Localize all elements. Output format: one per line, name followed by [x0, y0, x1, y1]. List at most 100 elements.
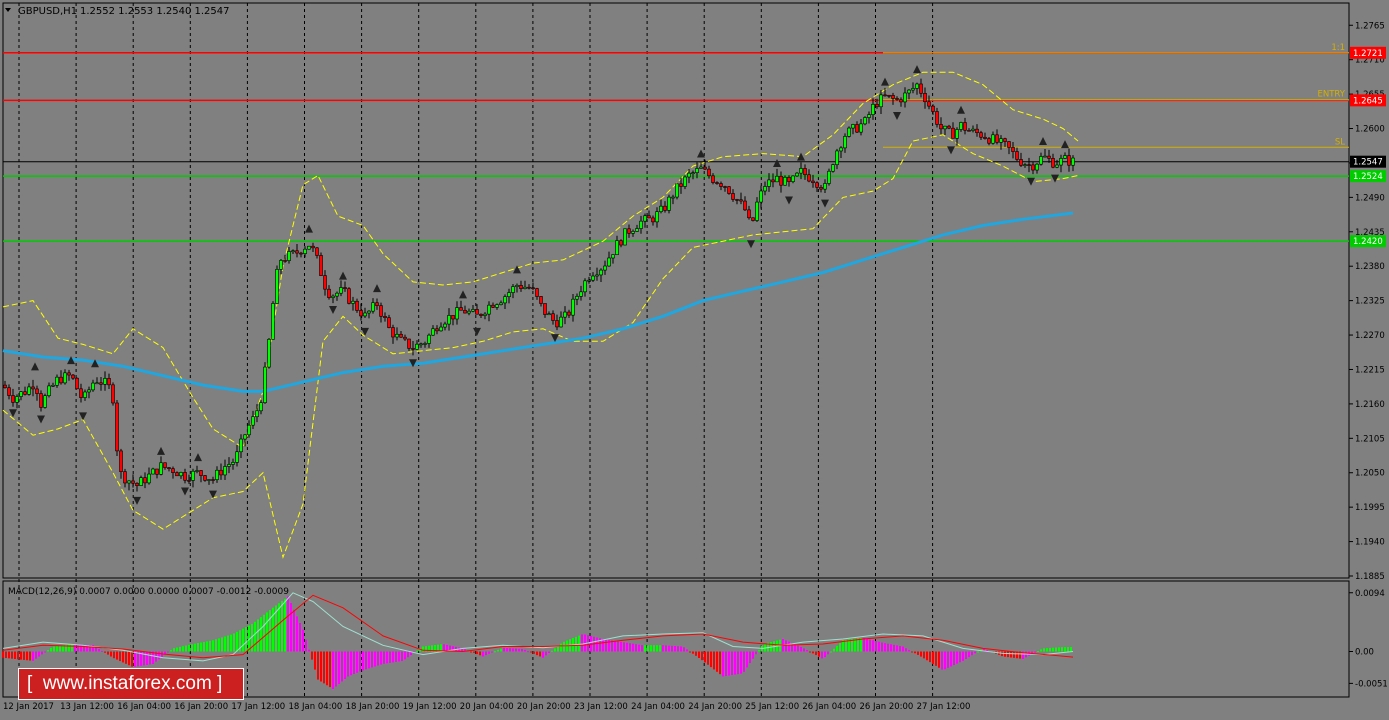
macd-histogram-bar	[716, 651, 718, 672]
bear-candle	[967, 129, 971, 132]
watermark-logo[interactable]: [ www.instaforex.com ]	[18, 668, 244, 700]
bull-candle	[783, 177, 787, 186]
bear-candle	[327, 288, 331, 298]
macd-histogram-bar	[254, 621, 256, 652]
macd-histogram-bar	[959, 651, 961, 663]
macd-histogram-bar	[299, 623, 301, 652]
macd-histogram-bar	[686, 649, 688, 652]
bear-candle	[531, 287, 535, 290]
bear-candle	[535, 288, 539, 297]
fib-sl-label: SL	[1335, 137, 1345, 147]
fractal-up-arrow-icon	[773, 158, 781, 167]
bull-candle	[611, 254, 615, 259]
y-tick-label: 1.1995	[1355, 503, 1385, 513]
macd-histogram-bar	[617, 641, 619, 652]
macd-histogram-bar	[392, 651, 394, 663]
bull-candle	[843, 136, 847, 149]
macd-panel-frame	[2, 580, 1350, 698]
bull-candle	[255, 410, 259, 418]
grid-layer	[2, 2, 1350, 698]
bear-candle	[407, 338, 411, 349]
bollinger-lower-band	[2, 134, 1079, 559]
menu-triangle-icon[interactable]	[5, 8, 11, 12]
macd-histogram-bar	[656, 645, 658, 652]
macd-histogram-bar	[341, 651, 343, 682]
bear-candle	[927, 101, 931, 107]
bear-candle	[619, 240, 623, 246]
macd-histogram-bar	[932, 651, 934, 664]
macd-histogram-bar	[884, 643, 886, 652]
bear-candle	[1047, 155, 1051, 159]
y-tick-label: 1.2710	[1355, 56, 1385, 66]
bear-candle	[747, 209, 751, 219]
macd-histogram-bar	[1001, 651, 1003, 657]
bull-candle	[27, 386, 31, 395]
macd-histogram-bar	[287, 596, 289, 652]
macd-histogram-bar	[968, 651, 970, 658]
bear-candle	[751, 217, 755, 221]
macd-histogram-bar	[335, 651, 337, 687]
bull-candle	[455, 307, 459, 320]
bull-candle	[907, 89, 911, 94]
macd-histogram-bar	[1016, 651, 1018, 659]
macd-histogram-bar	[224, 636, 226, 652]
macd-histogram-bar	[512, 648, 514, 652]
bear-candle	[283, 260, 287, 262]
macd-histogram-bar	[866, 638, 868, 652]
fractal-down-arrow-icon	[409, 359, 417, 368]
bull-candle	[671, 196, 675, 199]
macd-histogram-bar	[17, 651, 19, 660]
macd-histogram-bar	[1004, 651, 1006, 657]
macd-histogram-bar	[131, 651, 133, 667]
macd-histogram-bar	[491, 651, 493, 653]
bull-candle	[243, 434, 247, 440]
macd-histogram-bar	[356, 651, 358, 673]
macd-histogram-bar	[38, 651, 40, 657]
macd-histogram-bar	[485, 651, 487, 656]
macd-histogram-bar	[470, 651, 472, 653]
macd-histogram-bar	[503, 647, 505, 652]
macd-histogram-bar	[986, 650, 988, 652]
bear-candle	[551, 313, 555, 321]
bull-candle	[763, 186, 767, 192]
macd-histogram-bar	[146, 651, 148, 665]
macd-histogram-bar	[167, 651, 169, 653]
bear-candle	[183, 472, 187, 481]
macd-histogram-bar	[920, 651, 922, 657]
bear-candle	[1027, 164, 1031, 166]
bull-candle	[419, 343, 423, 346]
macd-histogram-bar	[368, 651, 370, 669]
macd-histogram-bar	[422, 646, 424, 652]
macd-histogram-bar	[482, 651, 484, 657]
bull-candle	[639, 220, 643, 229]
macd-histogram-bar	[674, 646, 676, 652]
bear-candle	[719, 183, 723, 187]
macd-histogram-bar	[689, 651, 691, 653]
fractal-up-arrow-icon	[957, 105, 965, 114]
bull-candle	[339, 287, 343, 294]
bear-candle	[403, 336, 407, 340]
macd-histogram-bar	[314, 651, 316, 670]
bear-candle	[1031, 164, 1035, 171]
bear-candle	[143, 477, 147, 484]
macd-histogram-bar	[284, 598, 286, 652]
macd-histogram-bar	[734, 651, 736, 675]
macd-histogram-bar	[419, 648, 421, 652]
y-tick-label: 1.2435	[1355, 228, 1385, 238]
macd-histogram-bar	[248, 625, 250, 652]
bull-candle	[467, 310, 471, 314]
macd-histogram-bar	[581, 634, 583, 652]
macd-histogram-bar	[89, 645, 91, 652]
fractal-up-arrow-icon	[881, 77, 889, 86]
bear-candle	[319, 255, 323, 276]
macd-histogram-bar	[215, 639, 217, 652]
fractal-down-arrow-icon	[79, 412, 87, 421]
fractal-up-arrow-icon	[157, 446, 165, 455]
bull-candle	[51, 384, 55, 387]
bear-candle	[743, 200, 747, 211]
macd-histogram-bar	[824, 651, 826, 658]
bull-candle	[759, 190, 763, 203]
macd-histogram-bar	[962, 651, 964, 661]
